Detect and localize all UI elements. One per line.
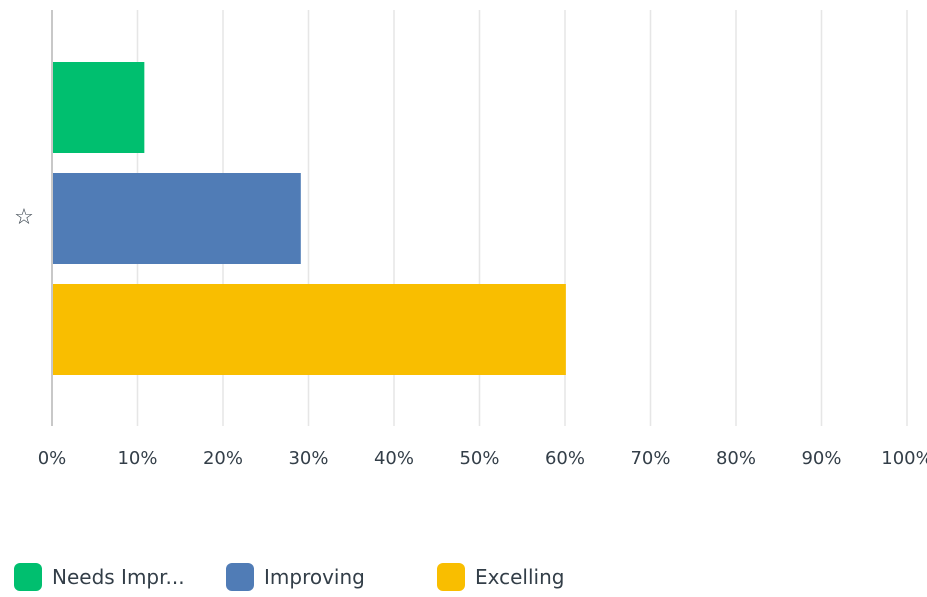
- legend-label-excelling: Excelling: [475, 565, 565, 589]
- x-tick-label: 40%: [374, 448, 414, 469]
- grid-lines: [136, 10, 908, 426]
- x-tick-label: 0%: [38, 448, 67, 469]
- legend-item-needs-improvement[interactable]: Needs Impr...: [14, 562, 185, 592]
- x-tick-label: 100%: [881, 448, 927, 469]
- legend-swatch-needs-improvement: [14, 563, 42, 591]
- x-tick-labels: 0% 10% 20% 30% 40% 50% 60% 70% 80% 90% 100%: [38, 448, 927, 469]
- x-tick-label: 30%: [288, 448, 328, 469]
- x-tick-label: 70%: [630, 448, 670, 469]
- legend-label-needs-improvement: Needs Impr...: [52, 565, 185, 589]
- bar-needs-impr[interactable]: [52, 62, 145, 153]
- legend-swatch-excelling: [437, 563, 465, 591]
- category-label-star: ☆: [14, 205, 34, 230]
- legend-item-excelling[interactable]: Excelling: [437, 562, 564, 592]
- bars: [52, 62, 566, 375]
- x-tick-label: 90%: [801, 448, 841, 469]
- x-tick-label: 80%: [716, 448, 756, 469]
- x-tick-label: 60%: [545, 448, 585, 469]
- x-tick-label: 10%: [117, 448, 157, 469]
- bar-improving[interactable]: [52, 173, 301, 264]
- legend-item-improving[interactable]: Improving: [226, 562, 365, 592]
- legend-label-improving: Improving: [264, 565, 365, 589]
- bar-excelling[interactable]: [52, 284, 566, 375]
- legend-swatch-improving: [226, 563, 254, 591]
- x-tick-label: 20%: [203, 448, 243, 469]
- x-tick-label: 50%: [459, 448, 499, 469]
